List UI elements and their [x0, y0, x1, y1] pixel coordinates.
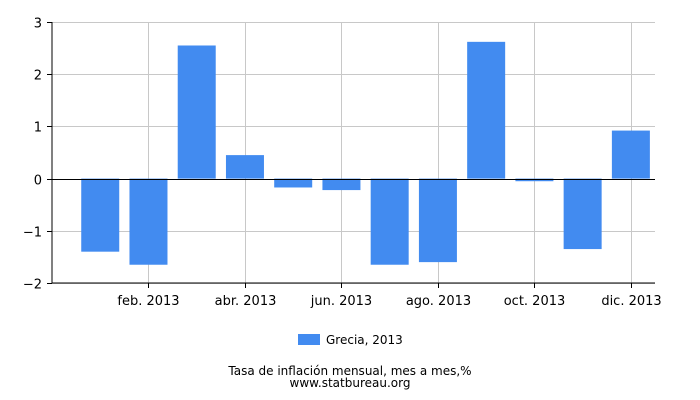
- x-tick-label: jun. 2013: [310, 294, 372, 309]
- y-tick-label: 1: [34, 121, 42, 136]
- y-tick-label: 3: [34, 17, 42, 32]
- bar: [467, 41, 506, 179]
- x-tick-label: feb. 2013: [117, 294, 179, 309]
- legend: Grecia, 2013: [298, 333, 403, 347]
- legend-label: Grecia, 2013: [326, 333, 403, 347]
- y-tick-label: 0: [34, 174, 42, 189]
- bar: [81, 178, 120, 252]
- axes: [51, 22, 655, 284]
- bar: [611, 130, 650, 179]
- bar: [563, 178, 602, 250]
- y-tick-labels: 3 2 1 0 −1 −2: [23, 17, 52, 293]
- bar: [370, 178, 409, 265]
- x-tick-label: dic. 2013: [601, 294, 661, 309]
- bar: [418, 178, 457, 263]
- source-url: www.statbureau.org: [290, 376, 411, 390]
- bar: [129, 178, 168, 265]
- y-tick-label: −1: [23, 226, 42, 241]
- x-tick-label: ago. 2013: [406, 294, 471, 309]
- x-tick-label: oct. 2013: [504, 294, 566, 309]
- bar: [274, 178, 313, 188]
- legend-swatch: [298, 334, 320, 345]
- bar: [322, 178, 361, 191]
- chart-caption: Tasa de inflación mensual, mes a mes,%: [227, 364, 471, 378]
- bar: [177, 45, 216, 179]
- bar: [225, 155, 264, 179]
- bars: [52, 41, 655, 265]
- x-tick-label: abr. 2013: [215, 294, 277, 309]
- y-tick-label: −2: [23, 278, 42, 293]
- x-tick-labels: feb. 2013 abr. 2013 jun. 2013 ago. 2013 oct.…: [117, 283, 662, 309]
- y-tick-label: 2: [34, 69, 42, 84]
